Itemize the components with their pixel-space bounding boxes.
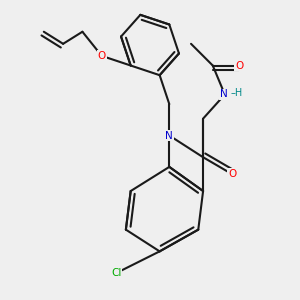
Text: O: O bbox=[98, 51, 106, 61]
Text: O: O bbox=[235, 61, 243, 70]
Text: N: N bbox=[220, 89, 227, 100]
Text: Cl: Cl bbox=[111, 268, 122, 278]
Text: –H: –H bbox=[230, 88, 242, 98]
Text: N: N bbox=[165, 130, 173, 140]
Text: O: O bbox=[228, 169, 236, 179]
